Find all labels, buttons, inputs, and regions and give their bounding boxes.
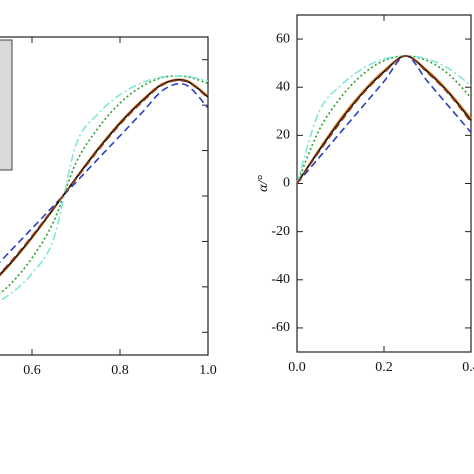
- plot-frame: [296, 14, 472, 353]
- series-line: [0, 75, 209, 302]
- y-tick-label: 20: [276, 128, 290, 143]
- x-tick-label: 0.4: [462, 360, 474, 375]
- series-line: [296, 55, 472, 184]
- x-tick-label: 0.2: [375, 360, 393, 375]
- series-line: [0, 75, 209, 295]
- y-tick-label: 40: [276, 79, 290, 94]
- x-tick-label: 0.8: [111, 363, 129, 378]
- series-line: [0, 79, 209, 275]
- y-tick-label: 0: [283, 176, 290, 191]
- y-tick-label: -60: [271, 320, 290, 335]
- series-line: [296, 55, 472, 184]
- y-tick-label: -40: [271, 272, 290, 287]
- y-tick-label: 60: [276, 31, 290, 46]
- x-tick-label: 0.6: [23, 363, 41, 378]
- y-axis-label: α/°: [256, 175, 271, 192]
- series-line: [0, 82, 209, 264]
- y-tick-label: -20: [271, 224, 290, 239]
- series-line: [296, 55, 472, 185]
- series-line: [0, 79, 209, 276]
- series-line: [0, 78, 209, 277]
- series-line: [296, 55, 472, 184]
- series-line: [296, 55, 472, 184]
- x-tick-label: 1.0: [199, 363, 217, 378]
- legend-box: [0, 39, 13, 171]
- series-line: [296, 55, 472, 184]
- x-tick-label: 0.0: [288, 360, 306, 375]
